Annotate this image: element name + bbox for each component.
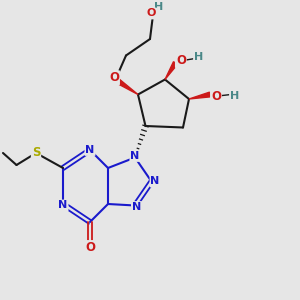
Text: O: O — [147, 8, 156, 19]
Text: H: H — [194, 52, 203, 62]
Text: O: O — [85, 241, 95, 254]
Text: N: N — [151, 176, 160, 187]
Text: N: N — [132, 202, 141, 212]
Text: S: S — [32, 146, 40, 160]
Polygon shape — [165, 62, 178, 80]
Text: H: H — [230, 91, 239, 101]
Text: N: N — [58, 200, 68, 211]
Polygon shape — [189, 92, 211, 99]
Text: O: O — [176, 54, 186, 67]
Text: O: O — [109, 71, 119, 84]
Polygon shape — [114, 77, 138, 94]
Text: O: O — [211, 89, 221, 103]
Text: H: H — [154, 2, 164, 13]
Text: N: N — [85, 145, 94, 155]
Text: N: N — [130, 151, 140, 161]
